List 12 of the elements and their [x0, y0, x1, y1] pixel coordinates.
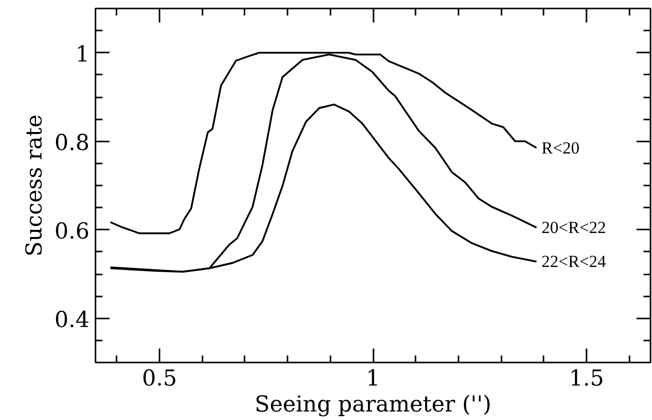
y-tick-label: 0.8: [54, 130, 90, 156]
x-tick-label: 1: [366, 366, 380, 392]
y-tick-label: 0.4: [54, 308, 90, 333]
legend-label: 22<R<24: [542, 252, 607, 272]
x-axis-title: Seeing parameter (''): [254, 392, 492, 418]
y-axis-title: Success rate: [22, 114, 48, 256]
y-tick-label: 1: [76, 42, 90, 68]
x-tick-label: 1.5: [568, 366, 604, 392]
y-tick-label: 0.6: [54, 219, 90, 244]
series-label: R<20: [542, 138, 580, 158]
x-tick-label: 0.5: [142, 366, 178, 392]
legend-label: 20<R<22: [542, 218, 606, 238]
